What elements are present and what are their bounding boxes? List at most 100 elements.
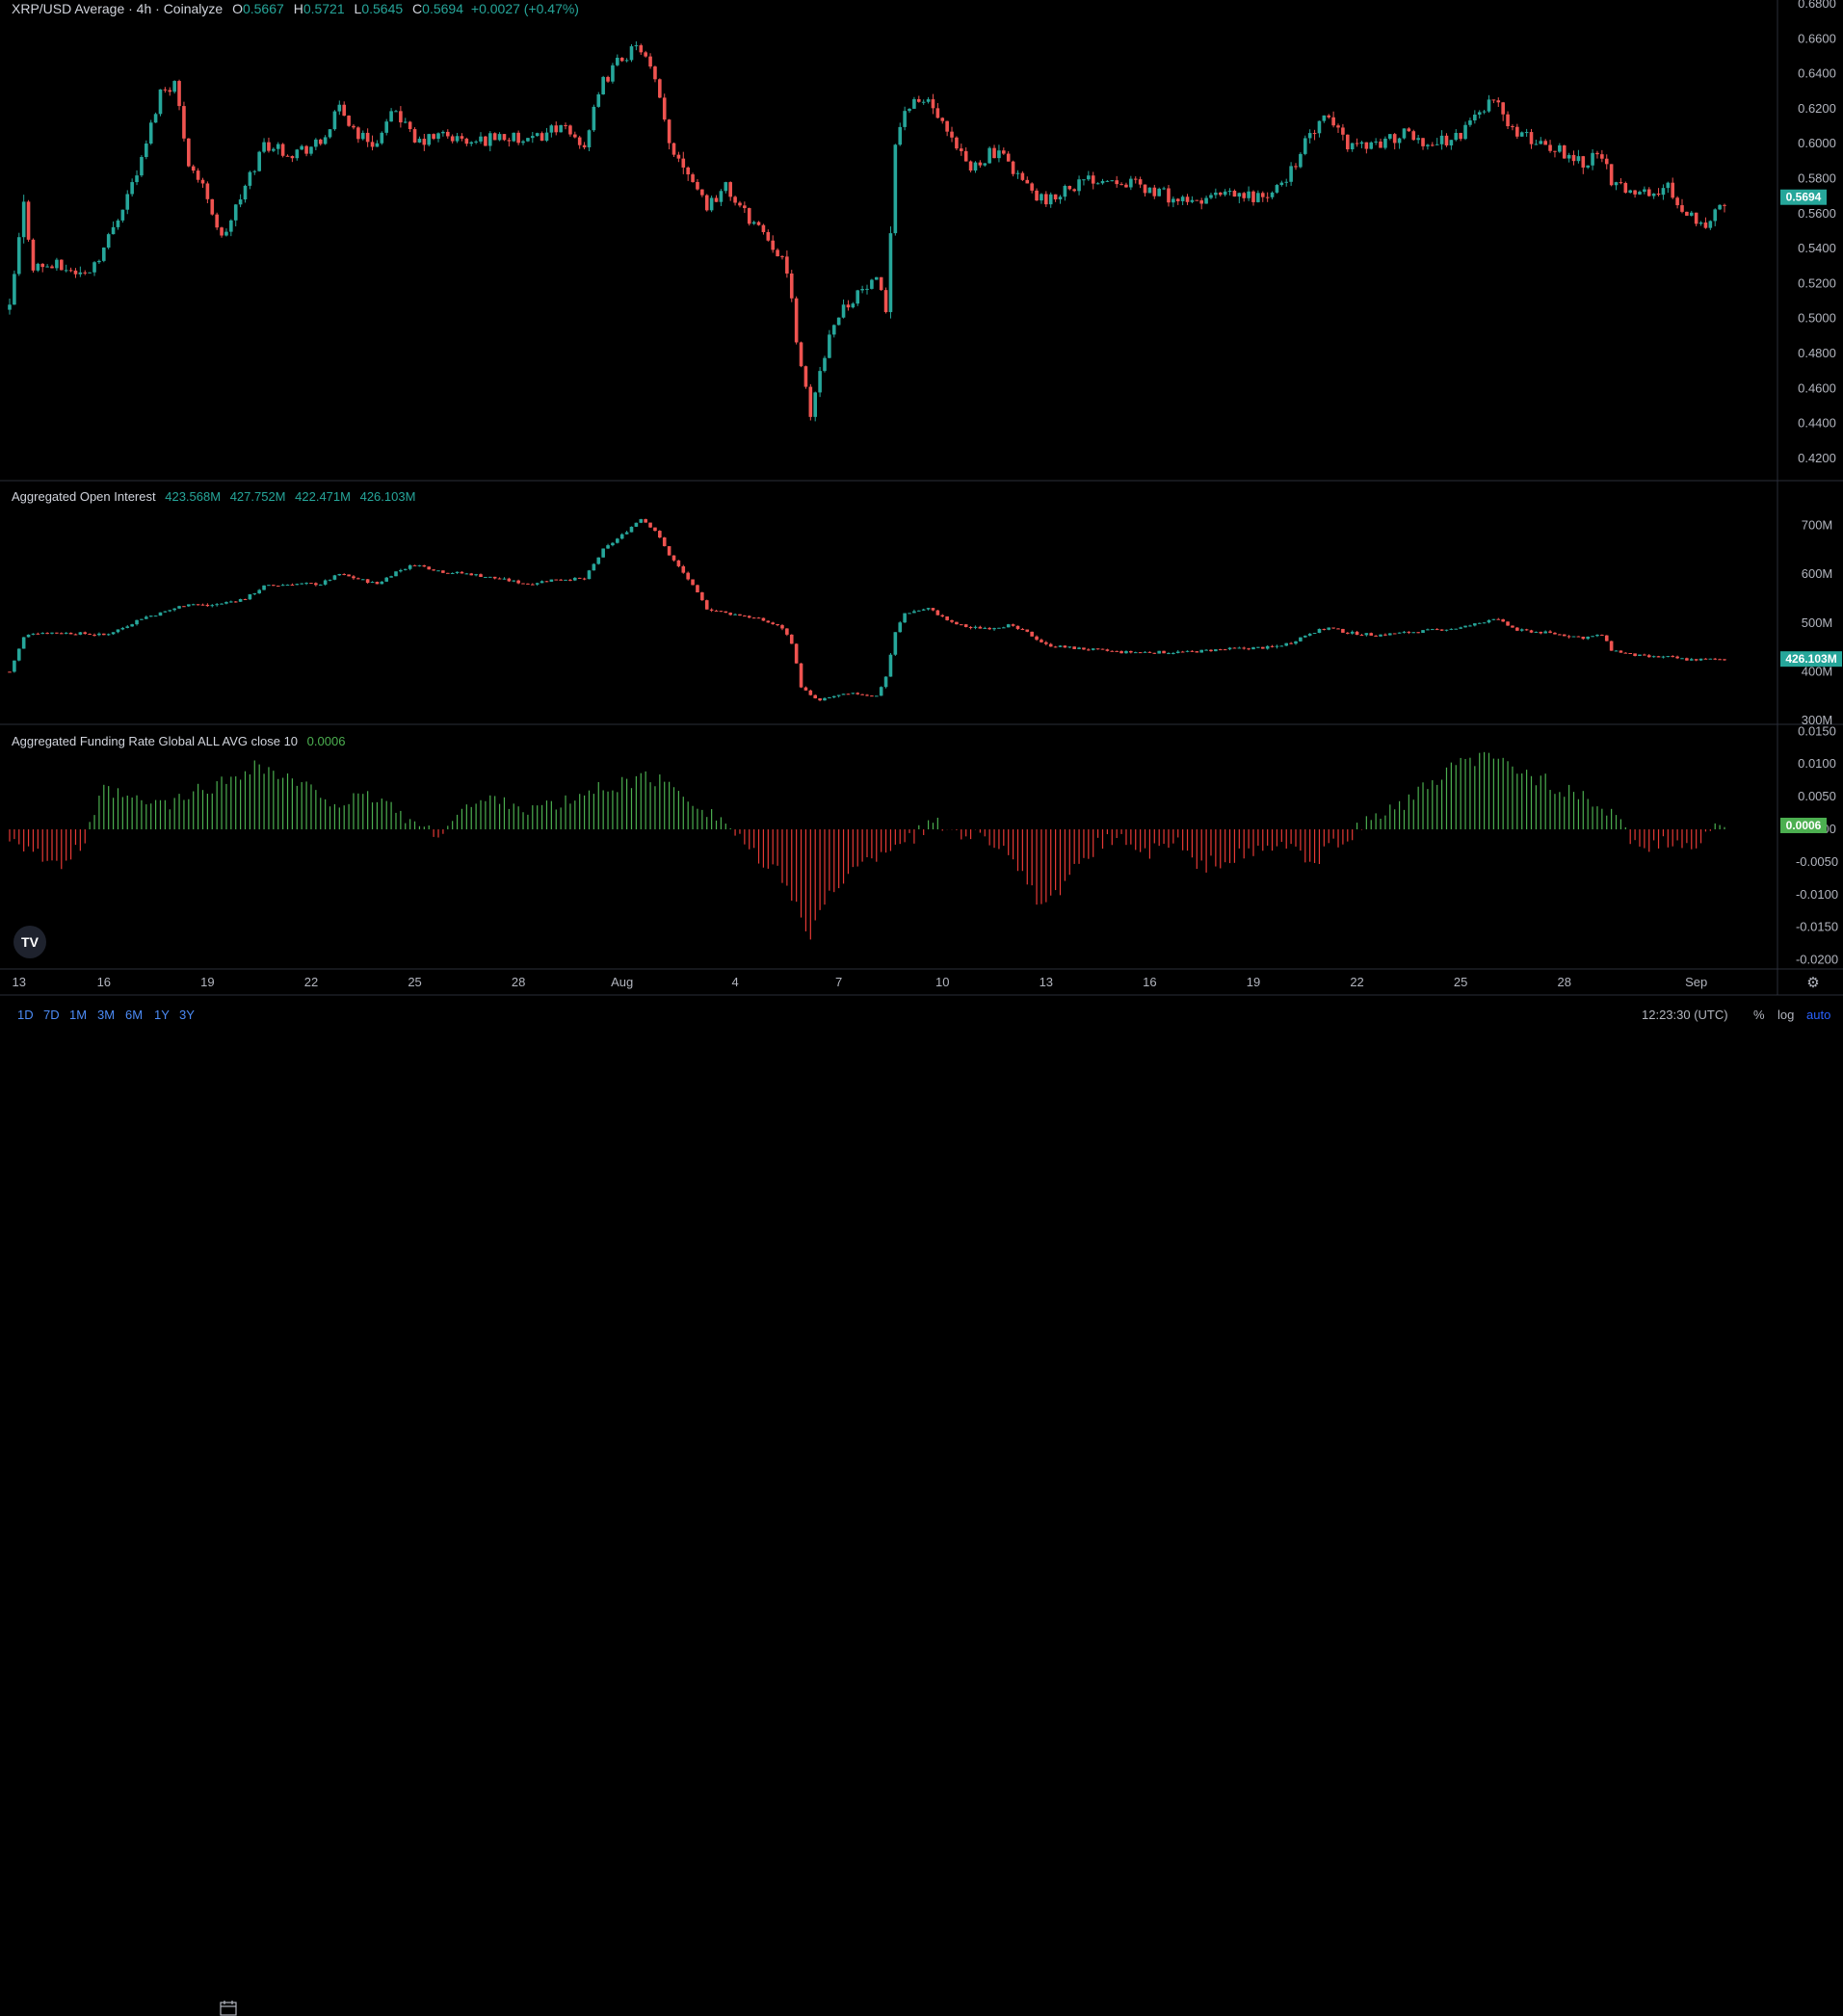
candle-body (955, 137, 959, 149)
candle-body (818, 698, 822, 701)
candle-body (64, 632, 68, 634)
tradingview-logo-icon[interactable]: TV (13, 926, 46, 958)
candle-body (1675, 656, 1679, 659)
gear-icon[interactable]: ⚙ (1806, 975, 1820, 991)
candle-body (691, 579, 695, 586)
candle-body (432, 134, 435, 140)
funding-last-badge: 0.0006 (1780, 817, 1827, 833)
candle-body (1011, 161, 1015, 174)
candle-body (441, 570, 445, 573)
candle-body (1015, 625, 1020, 629)
candle-body (347, 116, 351, 126)
candle-body (337, 573, 342, 576)
candle-body (1379, 141, 1382, 148)
calendar-icon[interactable] (220, 2001, 237, 2016)
candle-body (874, 695, 879, 697)
candle-body (220, 603, 224, 605)
candle-body (1558, 144, 1562, 152)
candle-body (671, 143, 676, 155)
candle-body (983, 163, 987, 166)
candle-body (526, 583, 530, 585)
candle-body (704, 195, 709, 211)
candle-body (1628, 190, 1632, 194)
candle-body (568, 579, 572, 581)
range-1m[interactable]: 1M (69, 1008, 88, 1022)
candle-body (1327, 627, 1331, 630)
candle-body (1138, 179, 1143, 185)
candle-body (789, 273, 794, 299)
candle-body (332, 575, 337, 580)
candle-body (191, 166, 196, 171)
range-3y[interactable]: 3Y (179, 1008, 195, 1022)
range-6m[interactable]: 6M (125, 1008, 144, 1022)
candle-body (1227, 647, 1232, 650)
candle-body (1501, 619, 1505, 622)
range-7d[interactable]: 7D (43, 1008, 60, 1022)
candle-body (73, 634, 78, 636)
candle-body (1496, 100, 1501, 103)
chart-canvas[interactable]: 0.6800 0.6600 0.6400 0.6200 0.6000 0.5800 0.56… (0, 0, 1843, 1024)
log-toggle[interactable]: log (1777, 1008, 1795, 1022)
candle-body (1048, 194, 1053, 205)
x-tick-label: 28 (1558, 975, 1571, 989)
auto-toggle[interactable]: auto (1806, 1008, 1831, 1022)
candle-body (813, 694, 818, 699)
candle-body (163, 89, 168, 91)
candle-body (153, 615, 158, 617)
candle-body (1562, 144, 1567, 159)
y-tick-label: 0.6600 (1798, 31, 1836, 45)
candle-body (836, 317, 841, 326)
candle-body (1643, 189, 1646, 193)
candle-body (1162, 650, 1166, 654)
candle-body (16, 237, 21, 275)
candle-body (163, 611, 168, 613)
candle-body (1317, 120, 1322, 134)
candle-body (314, 583, 318, 586)
candle-body (1299, 637, 1303, 641)
candle-body (394, 571, 398, 577)
candle-body (1214, 192, 1218, 196)
candle-body (309, 583, 313, 585)
candle-body (709, 197, 714, 211)
candle-body (1180, 651, 1185, 653)
candle-body (13, 274, 16, 305)
candle-body (1172, 652, 1175, 654)
y-tick-label: 300M (1802, 713, 1833, 727)
candle-body (997, 150, 1001, 159)
candle-body (1477, 112, 1482, 115)
candle-body (1600, 154, 1604, 159)
candle-body (229, 601, 233, 603)
candle-body (1133, 178, 1138, 180)
candle-body (1454, 628, 1459, 630)
candle-body (210, 605, 215, 607)
price-candles (8, 40, 1726, 422)
x-tick-label: Sep (1685, 975, 1707, 989)
x-tick-label: 4 (731, 975, 738, 989)
candle-body (200, 179, 205, 184)
candle-body (1232, 191, 1237, 197)
candle-body (97, 260, 101, 263)
range-3m[interactable]: 3M (97, 1008, 116, 1022)
candle-body (644, 518, 647, 523)
range-1y[interactable]: 1Y (154, 1008, 170, 1022)
candle-body (45, 633, 49, 635)
candle-body (823, 357, 827, 372)
candle-body (300, 145, 303, 150)
candle-body (856, 693, 860, 694)
candle-body (1576, 156, 1581, 162)
candle-body (860, 694, 864, 695)
candle-body (1646, 189, 1651, 196)
candle-body (1251, 191, 1255, 202)
candle-body (1543, 631, 1547, 634)
candle-body (1275, 645, 1279, 647)
candle-body (1015, 172, 1020, 174)
range-1d[interactable]: 1D (17, 1008, 34, 1022)
candle-body (751, 617, 756, 619)
candle-body (1364, 142, 1369, 149)
candle-body (1614, 650, 1619, 652)
candle-body (1364, 633, 1369, 636)
candle-body (1143, 184, 1147, 194)
candle-body (761, 224, 766, 232)
percent-toggle[interactable]: % (1753, 1008, 1765, 1022)
candle-body (1251, 647, 1255, 650)
